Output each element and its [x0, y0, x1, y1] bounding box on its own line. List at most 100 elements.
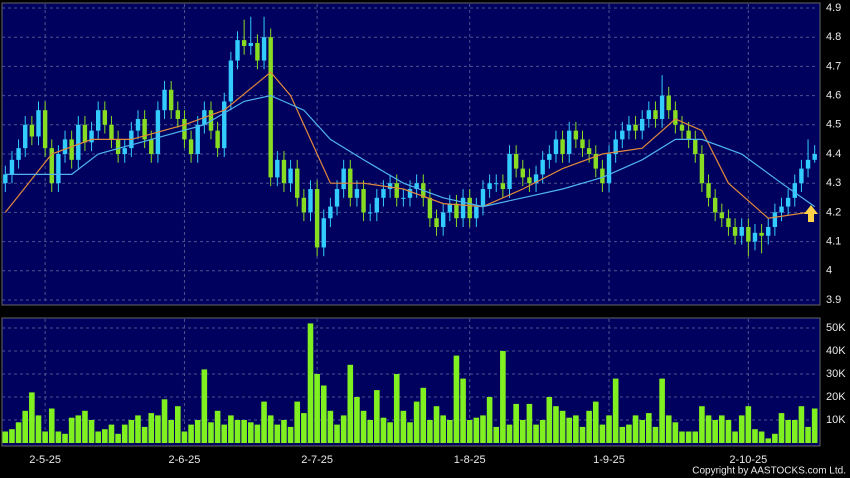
volume-bar	[433, 406, 440, 443]
y-tick-label: 4.8	[826, 31, 841, 43]
candle-body	[812, 154, 817, 160]
candle-body	[487, 183, 492, 190]
volume-bar	[738, 415, 745, 443]
candle-body	[241, 40, 247, 46]
volume-bar	[553, 406, 559, 443]
volume-bar	[121, 424, 128, 443]
candle-body	[295, 168, 300, 198]
candle-body	[759, 232, 764, 236]
candle-body	[659, 95, 665, 119]
candle-body	[467, 197, 472, 219]
volume-bar	[347, 364, 354, 443]
y-tick-label: 4.9	[826, 2, 841, 14]
candle-body	[513, 154, 519, 169]
candle-body	[633, 124, 638, 131]
candle-body	[42, 110, 48, 149]
volume-bar	[42, 431, 48, 443]
volume-bar	[267, 415, 274, 443]
candle-body	[606, 154, 612, 184]
volume-bar	[161, 399, 168, 443]
volume-bar	[539, 420, 546, 443]
moving-average-line	[4, 71, 809, 219]
volume-bar	[294, 401, 301, 443]
candle-body	[712, 197, 718, 213]
y-tick-label: 10K	[826, 414, 846, 426]
volume-bar	[420, 387, 427, 443]
candle-body	[752, 232, 758, 242]
x-tick-label: 2-7-25	[301, 454, 333, 466]
volume-bar	[599, 424, 606, 443]
volume-bar	[287, 426, 294, 443]
volume-bar	[500, 351, 506, 443]
y-tick-label: 4.1	[826, 236, 841, 248]
y-tick-label: 4.6	[826, 90, 841, 102]
volume-bar	[128, 420, 135, 443]
candle-body	[255, 43, 260, 61]
volume-bar	[9, 429, 15, 443]
volume-bar	[301, 413, 307, 443]
volume-bar	[772, 433, 778, 443]
volume-bar	[460, 378, 466, 443]
y-tick-label: 20K	[826, 391, 846, 403]
volume-bar	[55, 431, 62, 443]
volume-bar	[274, 424, 281, 443]
candle-body	[480, 189, 486, 207]
volume-bar	[619, 426, 626, 443]
candle-body	[520, 168, 525, 178]
y-tick-label: 4.7	[826, 60, 841, 72]
candle-body	[142, 118, 147, 140]
candle-body	[679, 124, 685, 131]
volume-bar	[221, 424, 228, 443]
candle-body	[805, 159, 811, 169]
candle-body	[586, 148, 592, 154]
candle-body	[49, 148, 54, 184]
volume-bar	[314, 374, 320, 443]
volume-bar	[519, 420, 526, 443]
y-tick-label: 50K	[826, 322, 846, 334]
candle-body	[334, 189, 340, 207]
volume-bar	[745, 406, 752, 443]
volume-bar	[493, 426, 500, 443]
volume-bar	[413, 401, 420, 443]
volume-bar	[29, 392, 35, 443]
volume-bar	[22, 410, 29, 443]
candle-body	[600, 168, 605, 184]
candle-body	[387, 183, 393, 190]
candle-body	[149, 139, 154, 154]
volume-bar	[48, 408, 55, 443]
volume-bar	[400, 410, 407, 443]
candle-body	[95, 110, 101, 131]
candle-body	[540, 159, 545, 175]
volume-bar	[261, 401, 267, 443]
copyright: Copyright by AASTOCKS.com Ltd.	[692, 466, 846, 477]
x-tick-label: 1-9-25	[593, 454, 625, 466]
plot-layer: 3.9 4 4.1 4.2 4.3 4.4 4.5 4.6 4.7 4.8 4.9 10K 20K 30K…	[2, 2, 846, 466]
volume-bar	[320, 385, 327, 443]
volume-bar	[175, 406, 181, 443]
candle-body	[766, 227, 771, 236]
volume-bar	[188, 424, 194, 443]
candle-body	[593, 154, 598, 169]
arrow-icon	[804, 205, 818, 222]
volume-bar	[765, 438, 772, 443]
candle-body	[361, 189, 366, 213]
volume-bar	[692, 431, 699, 443]
volume-bar	[327, 410, 334, 443]
candle-body	[394, 183, 399, 198]
candle-body	[341, 168, 346, 190]
volume-bar	[752, 429, 758, 443]
volume-bar	[559, 410, 566, 443]
candle-body	[673, 110, 678, 125]
volume-bar	[672, 422, 679, 443]
candle-body	[414, 183, 419, 190]
candle-body	[115, 139, 121, 154]
volume-bar	[62, 433, 68, 443]
candle-body	[248, 43, 253, 46]
candle-body	[228, 60, 234, 102]
candle-body	[460, 197, 466, 219]
volume-bar	[234, 420, 241, 443]
volume-bar	[214, 410, 221, 443]
volume-bar	[340, 415, 347, 443]
candle-body	[746, 227, 751, 242]
volume-bar	[646, 413, 652, 443]
